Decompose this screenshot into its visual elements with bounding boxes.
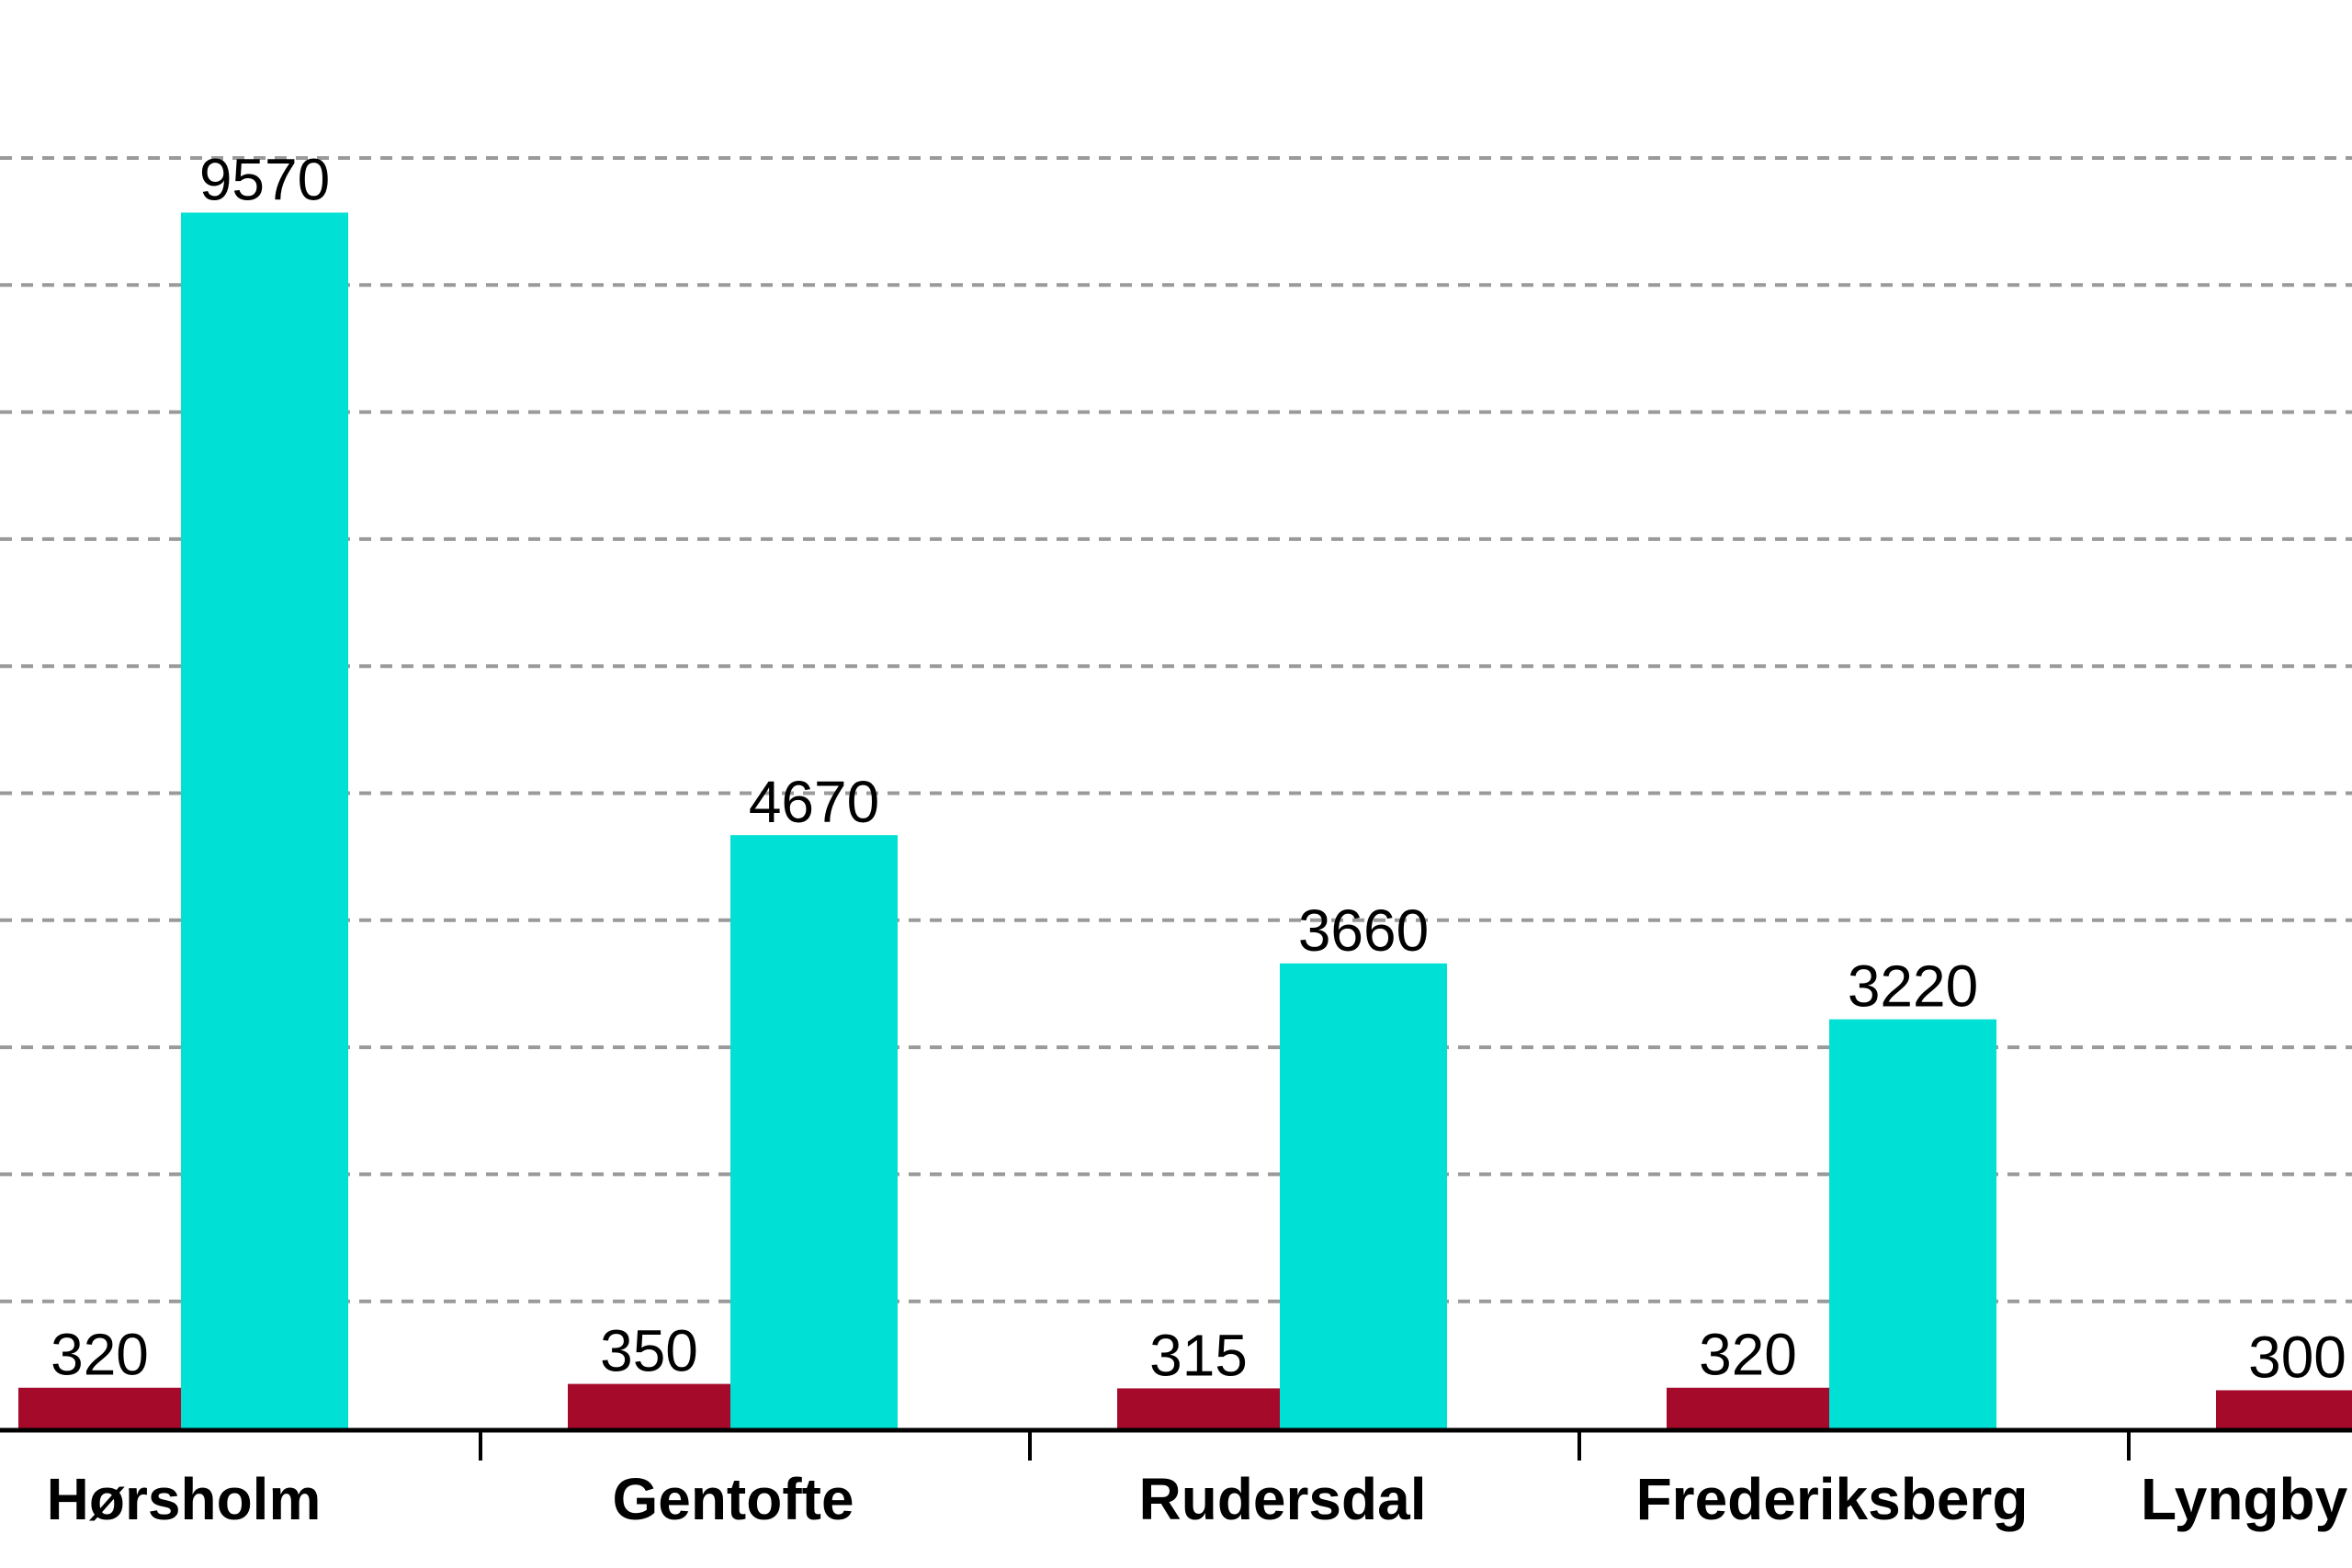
value-labels: 320 350 315 320 300 9570 4670 3660 3220 [51,146,2346,1390]
category-label-1: Gentofte [612,1466,854,1532]
bar-s1-1 [730,835,898,1428]
value-label-s1-0: 9570 [199,146,330,212]
category-labels: Hørsholm Gentofte Rudersdal Frederiksberg Ly… [47,1466,2348,1532]
bar-s1-0 [181,212,348,1428]
value-label-s0-1: 350 [600,1318,698,1384]
value-label-s0-4: 300 [2248,1325,2346,1391]
value-label-s0-0: 320 [51,1322,149,1388]
gridlines [0,156,2352,1303]
x-ticks [479,1430,2131,1461]
category-label-3: Frederiksberg [1636,1466,2029,1532]
bar-s0-1 [568,1383,730,1428]
bar-s0-0 [18,1387,181,1428]
value-label-s1-1: 4670 [749,769,879,835]
value-label-s0-3: 320 [1699,1322,1797,1388]
bar-s1-3 [1829,1019,1996,1428]
bar-s0-2 [1117,1388,1280,1428]
category-label-0: Hørsholm [47,1466,322,1532]
bar-s0-3 [1667,1387,1829,1428]
category-label-2: Rudersdal [1139,1466,1427,1532]
value-label-s1-3: 3220 [1848,953,1978,1020]
category-label-4: Lyngby [2141,1466,2348,1532]
bars [18,212,2352,1428]
value-label-s0-2: 315 [1149,1322,1248,1388]
value-label-s1-2: 3660 [1298,897,1429,964]
bar-s1-2 [1280,963,1447,1428]
bar-s0-4 [2216,1390,2352,1428]
